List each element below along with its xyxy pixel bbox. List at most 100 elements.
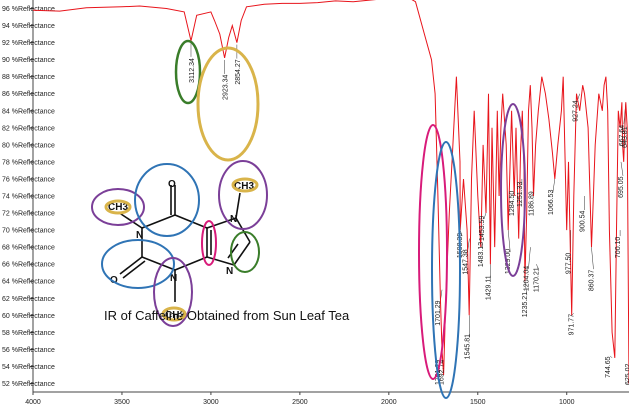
peak-leader (536, 264, 539, 271)
peak-leader (627, 371, 629, 384)
y-tick-label: 88 %Reflectance (2, 74, 55, 81)
y-axis-ticks: 96 %Reflectance 94 %Reflectance 92 %Reflec… (2, 6, 55, 388)
x-axis-ticks: 4000 3500 3000 2500 2000 1500 1000 (25, 392, 575, 406)
caffeine-atom-labels: O O N N N N CH3 CH3 CH3 (108, 179, 254, 321)
methyl-label-right: CH3 (234, 181, 254, 192)
y-tick-label: 56 %Reflectance (2, 347, 55, 354)
y-tick-label: 60 %Reflectance (2, 313, 55, 320)
y-tick-label: 94 %Reflectance (2, 23, 55, 30)
highlight-ellipse-ch-aliphatic (196, 46, 260, 162)
peak-label: 1692.74 (439, 360, 446, 385)
highlight-ellipse-carbonyl (418, 124, 448, 380)
peak-label: 1701.29 (435, 300, 442, 325)
carbonyl-highlight-left (101, 239, 175, 289)
y-tick-label: 52 %Reflectance (2, 381, 55, 388)
highlight-ellipse-ch-stretch (174, 39, 202, 105)
y-tick-label: 72 %Reflectance (2, 211, 55, 218)
x-tick-label: 2000 (381, 399, 397, 406)
x-tick-label: 3000 (203, 399, 219, 406)
peak-leader (459, 230, 463, 237)
peak-leader (507, 230, 511, 253)
x-tick-label: 3500 (114, 399, 130, 406)
y-tick-label: 96 %Reflectance (2, 6, 55, 13)
peak-leader (483, 212, 487, 220)
x-tick-label: 1000 (559, 399, 575, 406)
atom-n-right: N (230, 214, 237, 225)
y-tick-label: 62 %Reflectance (2, 296, 55, 303)
peak-label: 1235.21 (522, 292, 529, 317)
peak-label: 695.05 (618, 176, 625, 198)
peak-leader (524, 281, 528, 296)
peak-label: 1429.11 (485, 275, 492, 300)
chart-annotation: IR of Caffeine Obtained from Sun Leaf Te… (104, 308, 350, 323)
y-tick-label: 64 %Reflectance (2, 279, 55, 286)
cn-double-bond-highlight (230, 231, 260, 273)
peak-label: 643.81 (622, 126, 629, 148)
y-tick-label: 90 %Reflectance (2, 57, 55, 64)
peak-label: 1483.13 (478, 242, 485, 267)
highlight-ellipse-cn (431, 141, 461, 399)
spectrum-line (32, 0, 629, 384)
y-tick-label: 78 %Reflectance (2, 159, 55, 166)
peak-highlight-ellipses (174, 39, 526, 399)
y-tick-label: 68 %Reflectance (2, 245, 55, 252)
y-tick-label: 66 %Reflectance (2, 262, 55, 269)
peak-label: 3112.34 (189, 58, 196, 83)
peak-leader (552, 178, 556, 193)
methyl-label-left: CH3 (108, 202, 128, 213)
methyl-highlight-right (218, 160, 268, 230)
peak-leader (577, 93, 580, 100)
peak-labels: 3112.342923.342854.271701.291692.741598.… (189, 58, 629, 385)
peak-label: 1251.33 (517, 182, 524, 207)
carbonyl-highlight-top (134, 163, 200, 237)
cc-double-bond-highlight (201, 220, 217, 266)
peak-label: 1545.81 (465, 334, 472, 359)
peak-label: 625.02 (625, 363, 629, 385)
peak-label: 700.10 (615, 237, 622, 259)
peak-label: 900.54 (580, 210, 587, 232)
atom-n-left: N (136, 230, 143, 241)
y-tick-label: 86 %Reflectance (2, 91, 55, 98)
caffeine-group-highlights (91, 160, 268, 327)
y-tick-label: 84 %Reflectance (2, 108, 55, 115)
atom-n-ring: N (226, 266, 233, 277)
peak-label: 860.37 (588, 270, 595, 292)
x-tick-label: 2500 (292, 399, 308, 406)
caffeine-structure (117, 185, 251, 302)
atom-o-top: O (168, 179, 176, 190)
peak-label: 1453.59 (479, 216, 486, 241)
peak-label: 2923.34 (223, 75, 230, 100)
peak-label: 1329.00 (505, 249, 512, 274)
atom-n-bottom: N (170, 273, 177, 284)
methyl-highlight-bottom-inner (161, 306, 187, 322)
peak-label: 927.24 (573, 100, 580, 122)
peak-label: 1186.89 (528, 191, 535, 216)
peak-label: 2854.27 (235, 59, 242, 84)
methyl-highlight-right-inner (231, 177, 259, 193)
y-tick-label: 58 %Reflectance (2, 330, 55, 337)
y-tick-label: 54 %Reflectance (2, 364, 55, 371)
peak-label: 1170.21 (533, 267, 540, 292)
methyl-highlight-left-inner (104, 199, 132, 215)
peak-leader (620, 161, 624, 176)
peak-label: 744.65 (605, 356, 612, 378)
peak-leader (591, 247, 594, 270)
y-tick-label: 82 %Reflectance (2, 125, 55, 132)
plot-axes (32, 0, 629, 393)
x-tick-label: 4000 (25, 399, 41, 406)
y-tick-label: 76 %Reflectance (2, 176, 55, 183)
y-tick-label: 80 %Reflectance (2, 142, 55, 149)
peak-leader (528, 247, 531, 270)
peak-label: 1284.50 (509, 191, 516, 216)
methyl-highlight-bottom (153, 257, 193, 327)
y-tick-label: 70 %Reflectance (2, 228, 55, 235)
peak-label: 1066.53 (548, 190, 555, 215)
y-tick-label: 92 %Reflectance (2, 40, 55, 47)
peak-leader (609, 355, 613, 359)
peak-label: 1547.38 (462, 249, 469, 274)
methyl-highlight-left (91, 188, 145, 226)
peak-label: 977.50 (566, 253, 573, 275)
peak-label: 1204.04 (523, 266, 530, 291)
peak-label: 971.77 (569, 314, 576, 336)
